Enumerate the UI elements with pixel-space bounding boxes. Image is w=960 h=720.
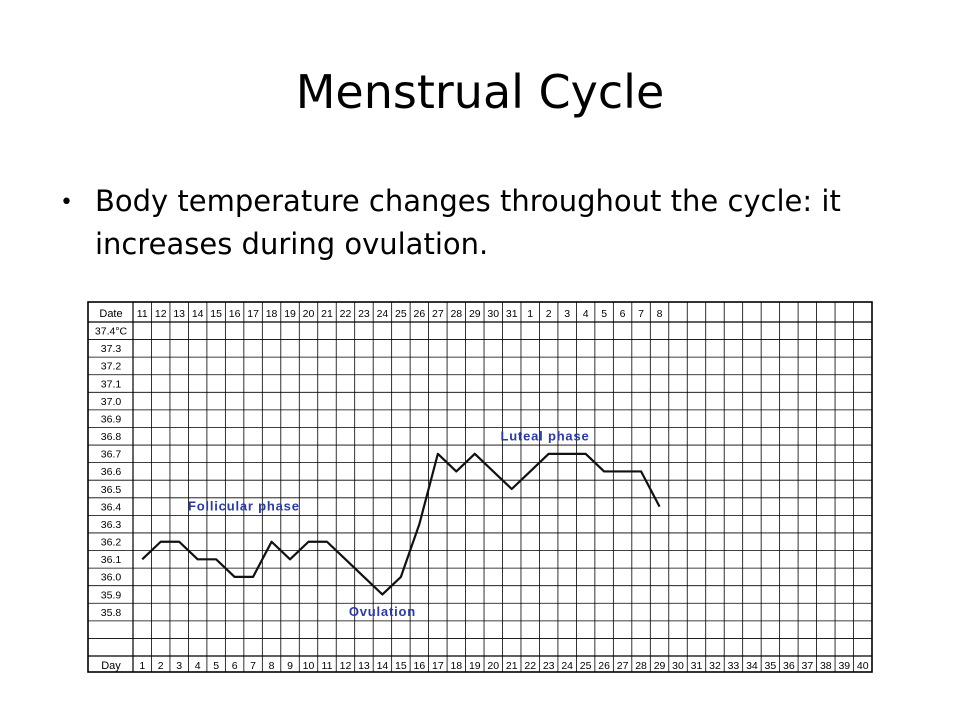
day-tick-label: 5 xyxy=(213,660,219,672)
day-tick-label: 34 xyxy=(746,660,758,672)
date-tick-label: 6 xyxy=(620,308,626,320)
day-tick-label: 40 xyxy=(857,660,869,672)
phase-annotation: Luteal phase xyxy=(500,428,589,443)
day-tick-label: 9 xyxy=(287,660,293,672)
day-tick-label: 1 xyxy=(139,660,145,672)
date-tick-label: 2 xyxy=(546,308,552,320)
date-tick-label: 25 xyxy=(395,308,407,320)
date-tick-label: 23 xyxy=(358,308,370,320)
day-tick-label: 12 xyxy=(340,660,352,672)
day-tick-label: 30 xyxy=(672,660,684,672)
day-tick-label: 8 xyxy=(269,660,275,672)
day-tick-label: 3 xyxy=(176,660,182,672)
temperature-tick-label: 36.3 xyxy=(101,519,122,531)
day-tick-label: 36 xyxy=(783,660,795,672)
date-tick-label: 29 xyxy=(469,308,481,320)
date-tick-label: 22 xyxy=(340,308,352,320)
chart-frame xyxy=(87,301,873,673)
day-tick-label: 21 xyxy=(506,660,518,672)
temperature-tick-label: 37.1 xyxy=(101,378,122,390)
date-tick-label: 24 xyxy=(377,308,389,320)
date-tick-label: 5 xyxy=(601,308,607,320)
temperature-tick-label: 36.9 xyxy=(101,413,122,425)
day-tick-label: 22 xyxy=(524,660,536,672)
temperature-tick-label: 36.4 xyxy=(101,501,122,513)
date-tick-label: 12 xyxy=(155,308,167,320)
date-tick-label: 11 xyxy=(137,308,148,320)
day-tick-label: 10 xyxy=(303,660,315,672)
day-tick-label: 38 xyxy=(820,660,832,672)
date-tick-label: 4 xyxy=(583,308,589,320)
date-tick-label: 18 xyxy=(266,308,278,320)
day-tick-label: 4 xyxy=(195,660,201,672)
day-tick-label: 19 xyxy=(469,660,481,672)
day-tick-label: 23 xyxy=(543,660,555,672)
temperature-tick-label: 36.7 xyxy=(101,449,122,461)
day-tick-label: 24 xyxy=(561,660,573,672)
bullet-list: • Body temperature changes throughout th… xyxy=(60,180,880,266)
day-tick-label: 33 xyxy=(728,660,740,672)
day-tick-label: 25 xyxy=(580,660,592,672)
temperature-tick-label: 37.3 xyxy=(101,343,122,355)
date-tick-label: 30 xyxy=(487,308,499,320)
temperature-tick-label: 36.5 xyxy=(101,484,122,496)
date-tick-label: 21 xyxy=(321,308,333,320)
slide-title: Menstrual Cycle xyxy=(295,65,665,119)
temperature-tick-label: 36.6 xyxy=(101,466,122,478)
bullet-text: Body temperature changes throughout the … xyxy=(95,184,841,261)
bullet-item: • Body temperature changes throughout th… xyxy=(60,180,880,266)
date-tick-label: 27 xyxy=(432,308,444,320)
day-tick-label: 31 xyxy=(691,660,703,672)
bullet-dot-icon: • xyxy=(60,190,73,215)
day-tick-label: 35 xyxy=(765,660,777,672)
date-tick-label: 26 xyxy=(414,308,426,320)
day-tick-label: 14 xyxy=(377,660,389,672)
temperature-tick-label: 37.2 xyxy=(101,361,122,373)
day-tick-label: 16 xyxy=(414,660,426,672)
day-tick-label: 32 xyxy=(709,660,721,672)
day-tick-label: 20 xyxy=(487,660,499,672)
date-tick-label: 3 xyxy=(564,308,570,320)
day-tick-label: 28 xyxy=(635,660,647,672)
day-tick-label: 39 xyxy=(838,660,850,672)
date-tick-label: 19 xyxy=(284,308,296,320)
date-tick-label: 16 xyxy=(229,308,241,320)
date-tick-label: 17 xyxy=(247,308,259,320)
temperature-tick-label: 37.0 xyxy=(101,396,122,408)
date-tick-label: 7 xyxy=(638,308,644,320)
date-tick-label: 31 xyxy=(506,308,518,320)
temperature-tick-label: 37.4°C xyxy=(95,326,128,338)
date-tick-label: 8 xyxy=(657,308,663,320)
temperature-tick-label: 35.8 xyxy=(101,607,122,619)
date-tick-label: 15 xyxy=(210,308,222,320)
day-tick-label: 37 xyxy=(801,660,813,672)
date-tick-label: 14 xyxy=(192,308,204,320)
temperature-tick-label: 36.1 xyxy=(101,554,122,566)
phase-annotation: Ovulation xyxy=(349,604,416,619)
day-tick-label: 15 xyxy=(395,660,407,672)
day-tick-label: 29 xyxy=(654,660,666,672)
date-tick-label: 1 xyxy=(527,308,533,320)
phase-annotation: Follicular phase xyxy=(188,499,300,514)
temperature-tick-label: 35.9 xyxy=(101,589,122,601)
day-tick-label: 17 xyxy=(432,660,444,672)
date-tick-label: 20 xyxy=(303,308,315,320)
temperature-tick-label: 36.2 xyxy=(101,537,122,549)
day-axis-label: Day xyxy=(101,660,121,672)
day-tick-label: 13 xyxy=(358,660,370,672)
date-tick-label: 28 xyxy=(450,308,462,320)
day-tick-label: 6 xyxy=(232,660,238,672)
day-tick-label: 26 xyxy=(598,660,610,672)
date-axis-label: Date xyxy=(99,308,122,320)
day-tick-label: 7 xyxy=(250,660,256,672)
date-tick-label: 13 xyxy=(173,308,185,320)
day-tick-label: 11 xyxy=(322,660,333,672)
day-tick-label: 2 xyxy=(158,660,164,672)
temperature-tick-label: 36.0 xyxy=(101,572,122,584)
temperature-line xyxy=(141,452,661,596)
day-tick-label: 27 xyxy=(617,660,629,672)
day-tick-label: 18 xyxy=(450,660,462,672)
temperature-tick-label: 36.8 xyxy=(101,431,122,443)
